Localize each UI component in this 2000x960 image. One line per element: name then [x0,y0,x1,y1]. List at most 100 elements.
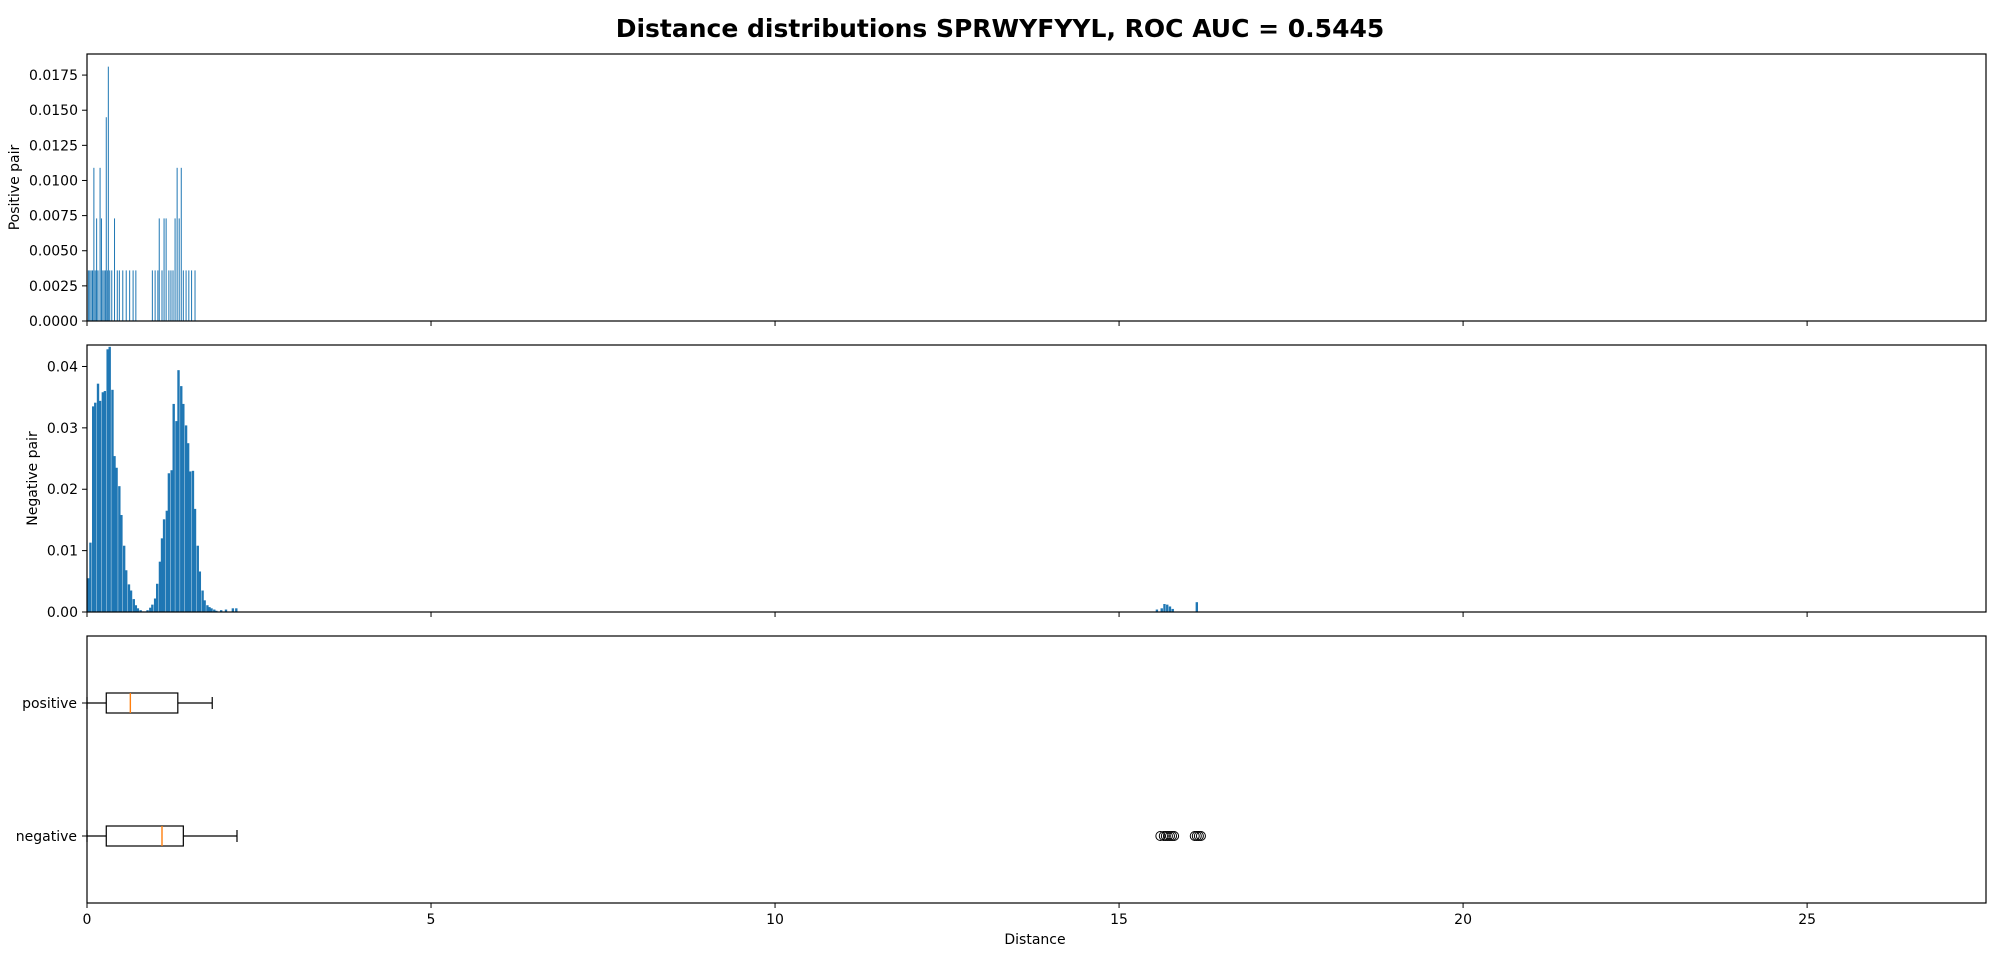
histogram-bar [146,610,149,612]
y-tick-label: 0.0125 [29,138,78,154]
panel-boxplot: positive negative 0 5 10 15 20 25 [16,635,1987,928]
histogram-bar [129,590,133,612]
histogram-bar [96,383,100,612]
histogram-bar [215,610,218,612]
histogram-bar [175,421,178,612]
histogram-bar [176,167,178,321]
histogram-bar [172,403,175,612]
box-negative [105,825,184,847]
panel-negative-histogram: 0.00 0.01 0.02 0.03 0.04 Negative pair [25,344,1987,621]
histogram-bar [174,218,176,321]
histogram-bar [151,604,154,612]
histogram-bar [107,66,109,321]
histogram-bar [127,584,131,612]
histogram-bar [210,608,213,612]
y-tick-label: 0.0025 [29,279,78,295]
histogram-bar [120,515,123,612]
panels: 0.00000.00250.00500.00750.01000.01250.01… [7,53,1987,928]
histogram-bar [132,270,134,321]
axes-frame [86,635,1987,904]
histogram-bar [139,610,142,612]
histogram-bar [1171,608,1174,612]
histogram-bar [129,270,131,321]
outlier-point [1169,831,1180,841]
x-tick-label: 25 [1798,912,1816,928]
y-tick-label: 0.0075 [29,209,78,225]
histogram-bar [1166,604,1169,612]
histogram-bar [163,218,165,321]
histogram-bar [89,542,92,612]
histogram-bar [103,270,105,321]
histogram-bar [87,578,90,612]
histogram-bar [109,270,111,321]
histogram-bar [191,270,193,321]
histogram-bar [178,218,180,321]
panel-positive-histogram: 0.0000 0.0025 0.0050 0.0075 0.0100 0.0125 0.01… [7,53,1987,330]
histogram-bar [162,519,166,612]
histogram-bar [135,270,137,321]
y-tick-label: 0.04 [47,359,78,375]
histogram-bar [93,167,95,321]
histogram-bar [118,270,120,321]
histogram-bar [219,610,223,612]
x-axis-label: Distance [1004,932,1065,948]
histogram-bar [231,608,235,612]
y-tick-label: 0.01 [47,544,78,560]
outlier-point [1155,831,1166,841]
histogram-bar [161,270,163,321]
x-tick-label: 0 [83,912,92,928]
histogram-bar [201,590,204,612]
histogram-bar [203,600,206,612]
histogram-bar [125,270,127,321]
histogram-bar [155,583,159,612]
x-tick-label: 5 [427,912,436,928]
histogram-bar [189,471,192,612]
histogram-bar [182,403,185,612]
histogram-bar [114,218,116,321]
x-tick-label: 15 [1110,912,1128,928]
histogram-bar [118,486,121,612]
histogram-bar [206,605,209,612]
histogram-bar [107,270,109,321]
histogram-bar [132,599,135,612]
y-tick-label: 0.00 [47,605,78,621]
y-tick-label: 0.0000 [29,314,78,330]
histogram-bar [87,270,89,321]
histogram-bar [158,218,160,321]
histogram-bar [168,270,170,321]
y-axis-label: Positive pair [7,144,23,230]
histogram-bar [113,456,116,612]
histogram-bar [96,218,98,321]
histogram-bar [184,425,188,612]
histogram-bar [158,561,162,612]
y-tick-label: positive [22,696,77,712]
histogram-bar [136,608,140,612]
histogram-bar [154,270,156,321]
x-tick-label: 10 [766,912,784,928]
histogram-bar [170,270,172,321]
histogram-bar [191,470,195,612]
histogram-bar [92,270,94,321]
histogram-bar [125,570,128,612]
y-axis-label: Negative pair [25,431,41,526]
histogram-bar [92,406,95,612]
histogram-bar [170,470,173,612]
histogram-bar [105,270,107,321]
histogram-bar [116,270,118,321]
histogram-bar [180,386,183,612]
histogram-bar [102,270,104,321]
histogram-bar [1155,609,1159,612]
histogram-bar [167,473,171,612]
histogram-bar [208,607,211,612]
axes-frame [86,53,1987,322]
histogram-bar [98,400,102,612]
histogram-bar [134,605,138,612]
chart-title: Distance distributions SPRWYFYYL, ROC AU… [616,14,1385,43]
axes-frame [86,344,1987,613]
histogram-bar [153,598,157,612]
histogram-bar [235,608,238,612]
histogram-bar [105,117,107,321]
histogram-bar [193,508,197,612]
